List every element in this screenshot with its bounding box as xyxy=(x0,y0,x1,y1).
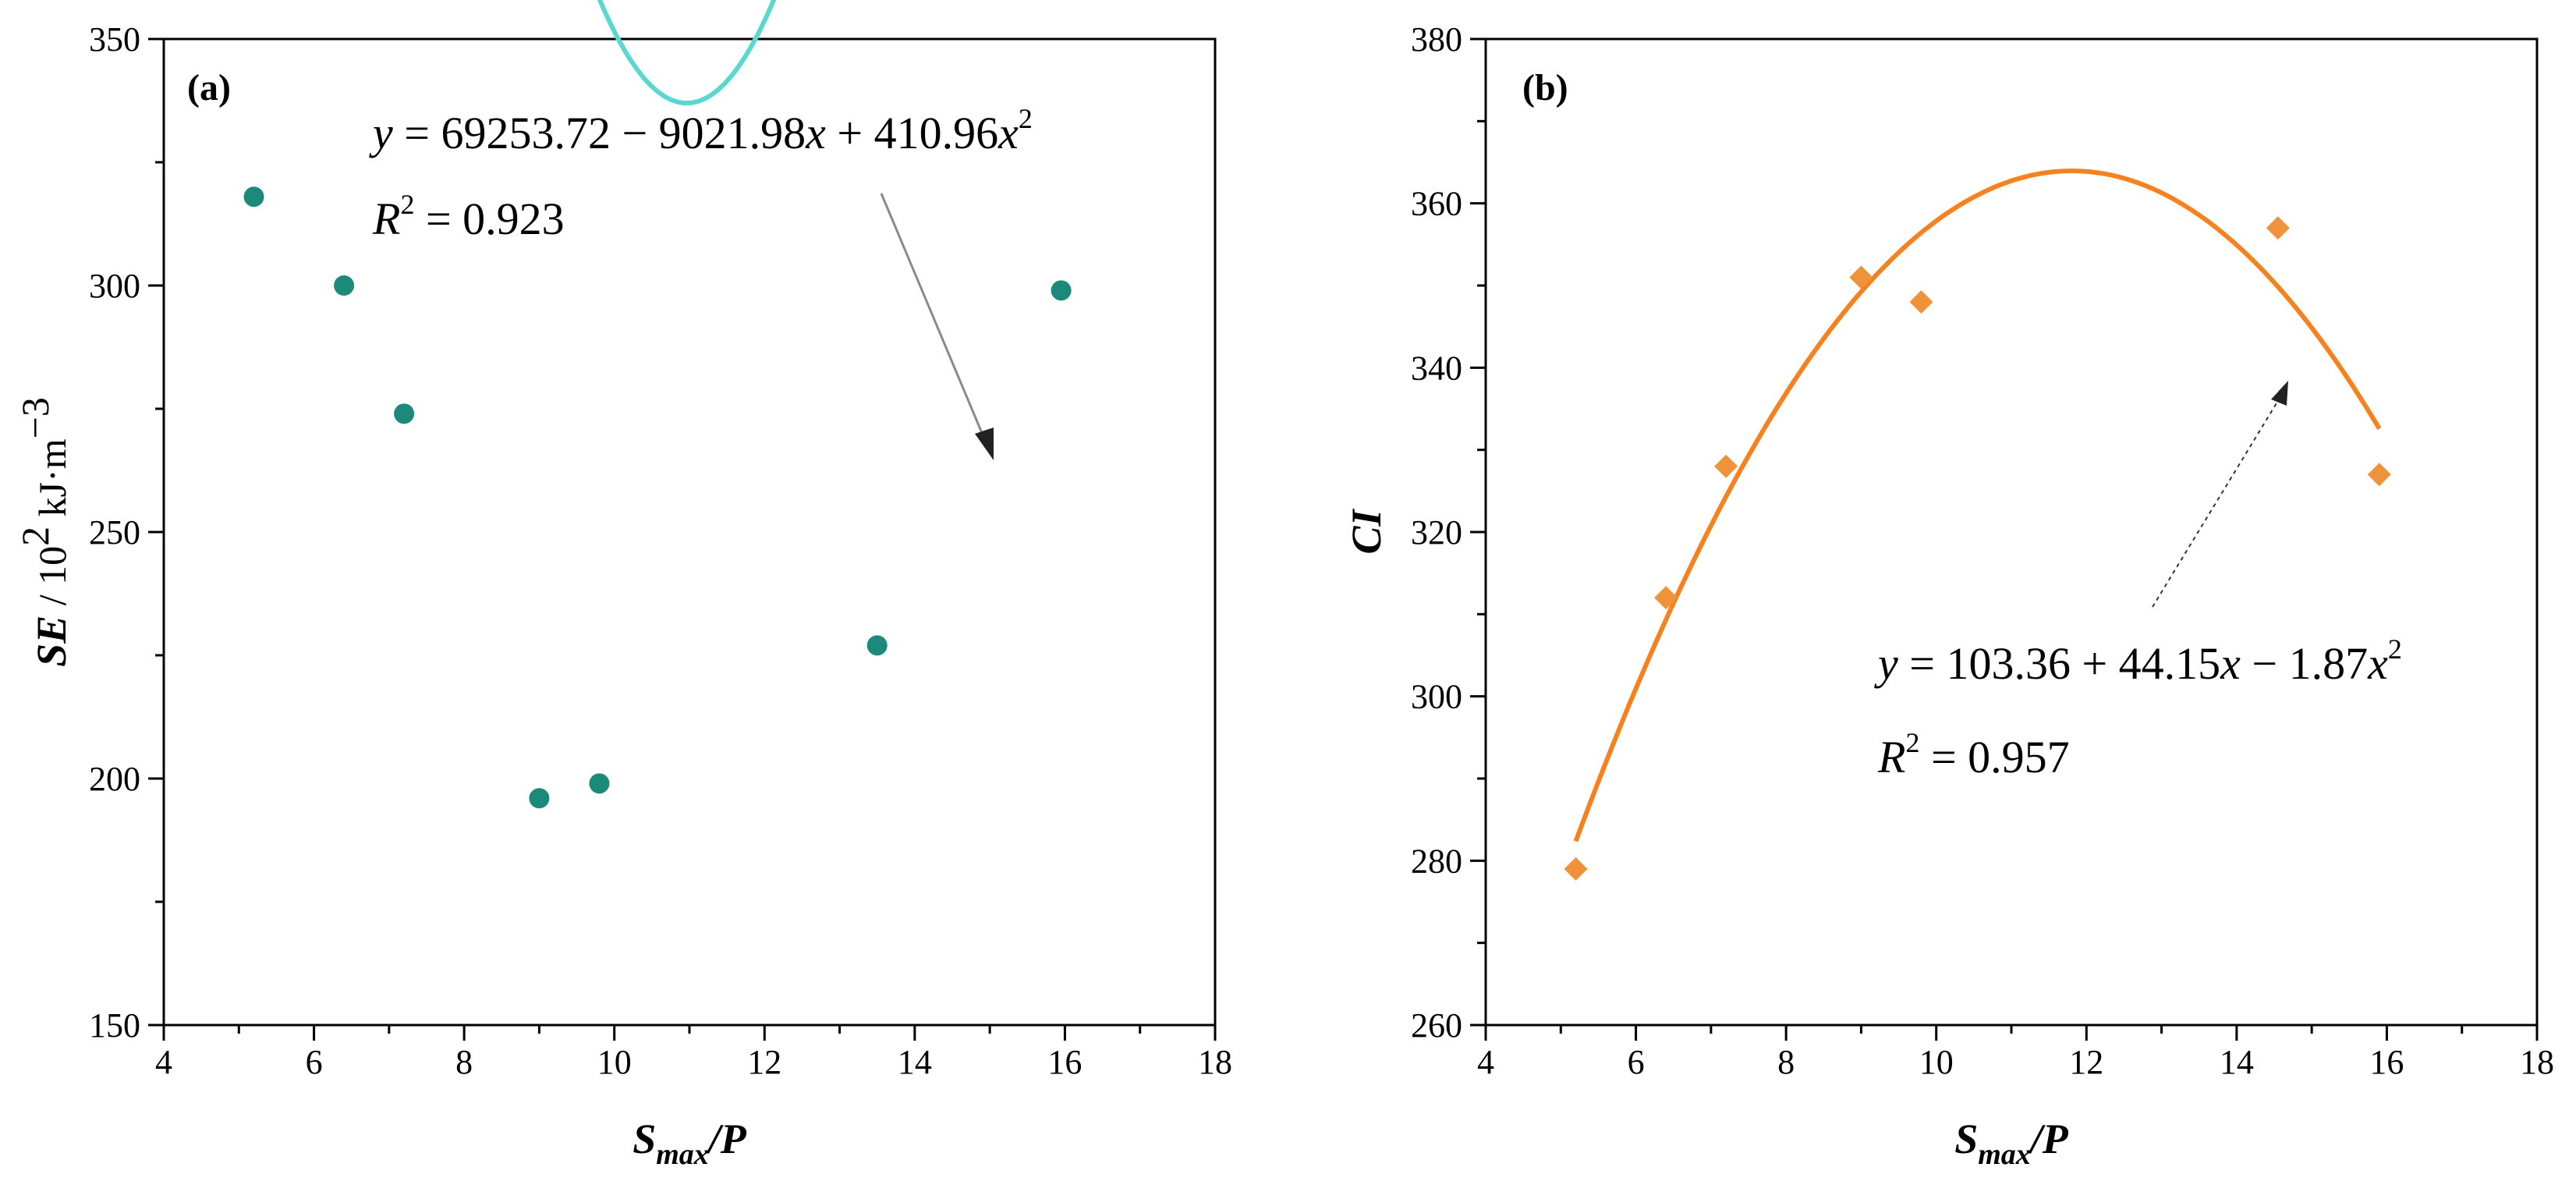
panel-label: (b) xyxy=(1522,67,1568,108)
fit-curve xyxy=(597,0,777,106)
y-tick-label: 300 xyxy=(1411,678,1462,716)
data-point xyxy=(394,403,415,424)
data-point xyxy=(1564,857,1588,881)
panel-a-se-chart: 4 6 8 10 12 14 16 18 150 200 250 300 350 (a) y = 69… xyxy=(13,0,1232,1171)
data-point xyxy=(1654,586,1678,610)
x-axis-label: Smax/P xyxy=(1954,1116,2069,1171)
x-tick-label: 14 xyxy=(898,1043,932,1081)
data-point xyxy=(1051,280,1072,301)
y-tick-label: 150 xyxy=(89,1006,140,1045)
y-tick-label: 300 xyxy=(89,267,140,305)
y-tick-label: 380 xyxy=(1411,20,1462,59)
x-tick-labels: 4 6 8 10 12 14 16 18 xyxy=(1477,1043,2554,1081)
fit-equation: y = 69253.72 − 9021.98x + 410.96x2 xyxy=(369,103,1033,158)
y-tick-labels: 260 280 300 320 340 360 380 xyxy=(1411,20,1462,1045)
y-tick-label: 200 xyxy=(89,760,140,798)
data-point xyxy=(2266,216,2290,240)
fit-equation: y = 103.36 + 44.15x − 1.87x2 xyxy=(1874,633,2402,689)
x-tick-label: 10 xyxy=(597,1043,632,1081)
x-tick-label: 4 xyxy=(1477,1043,1494,1081)
x-tick-label: 14 xyxy=(2220,1043,2254,1081)
x-tick-label: 18 xyxy=(1198,1043,1232,1081)
y-tick-label: 350 xyxy=(89,20,140,59)
y-tick-label: 360 xyxy=(1411,185,1462,223)
r-squared: R2 = 0.923 xyxy=(372,189,565,244)
fit-curve xyxy=(1573,168,2382,843)
panel-label: (a) xyxy=(187,67,231,108)
x-tick-label: 6 xyxy=(1628,1043,1645,1081)
y-tick-label: 280 xyxy=(1411,842,1462,880)
y-tick-label: 260 xyxy=(1411,1006,1462,1045)
annotation-arrow xyxy=(2152,399,2280,608)
y-tick-labels: 150 200 250 300 350 xyxy=(89,20,140,1045)
plot-frame xyxy=(162,37,1217,1027)
x-tick-labels: 4 6 8 10 12 14 16 18 xyxy=(155,1043,1232,1081)
x-tick-label: 8 xyxy=(455,1043,473,1081)
y-axis-label: SE / 102 kJ·m−3 xyxy=(13,397,75,667)
plot-frame xyxy=(1484,37,2539,1027)
annotation-arrow-head xyxy=(975,427,994,460)
axis-ticks xyxy=(1470,37,2539,1041)
data-point xyxy=(2367,463,2391,487)
x-tick-label: 8 xyxy=(1777,1043,1795,1081)
y-axis-label: CI xyxy=(1343,509,1390,555)
x-tick-label: 16 xyxy=(1047,1043,1082,1081)
x-tick-label: 4 xyxy=(155,1043,172,1081)
x-tick-label: 12 xyxy=(2069,1043,2103,1081)
annotation-arrow-head xyxy=(2271,381,2288,406)
x-tick-label: 10 xyxy=(1919,1043,1954,1081)
y-tick-label: 250 xyxy=(89,513,140,552)
r-squared: R2 = 0.957 xyxy=(1877,727,2070,782)
data-point xyxy=(866,635,888,656)
x-tick-label: 16 xyxy=(2369,1043,2404,1081)
data-points xyxy=(1564,216,2391,881)
y-tick-label: 320 xyxy=(1411,513,1462,552)
data-point xyxy=(1909,290,1933,314)
data-point xyxy=(334,275,355,296)
data-point xyxy=(243,186,264,208)
data-point xyxy=(589,773,610,794)
data-point xyxy=(1849,265,1873,289)
x-tick-label: 18 xyxy=(2520,1043,2554,1081)
x-tick-label: 6 xyxy=(306,1043,323,1081)
data-point xyxy=(529,788,550,809)
annotation-arrow xyxy=(880,193,986,439)
axis-ticks xyxy=(148,37,1217,1041)
x-axis-label: Smax/P xyxy=(632,1116,747,1171)
y-tick-label: 340 xyxy=(1411,349,1462,387)
data-points xyxy=(243,186,1072,809)
data-point xyxy=(1714,454,1738,478)
x-tick-label: 12 xyxy=(747,1043,781,1081)
